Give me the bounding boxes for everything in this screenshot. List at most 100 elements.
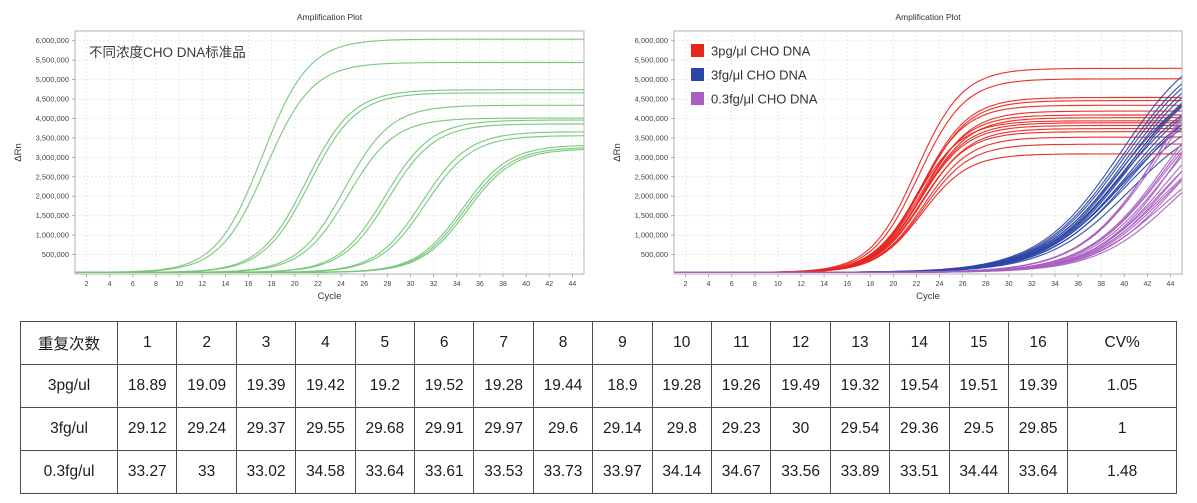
table-cell: 29.37 (235, 407, 297, 451)
x-tick-label: 40 (1120, 281, 1128, 288)
table-cell: 19.39 (1007, 364, 1069, 408)
table-cell: 29.23 (710, 407, 772, 451)
table-header-cell: 12 (770, 321, 831, 365)
x-tick-label: 42 (1143, 281, 1151, 288)
y-axis-label: ΔRn (612, 143, 623, 162)
ct-values-table: 重复次数 1 2 3 4 5 6 7 8 9 10 11 12 13 14 15 16 CV% 3pg/ul 18.8… (19, 321, 1177, 494)
amplification-curve (674, 188, 1183, 273)
x-tick-label: 28 (982, 281, 990, 288)
x-tick-label: 44 (1167, 281, 1175, 288)
y-tick-label: 500,000 (641, 250, 668, 259)
y-tick-label: 3,000,000 (36, 153, 69, 162)
y-tick-label: 1,000,000 (635, 231, 668, 240)
table-cell: 19.26 (710, 364, 772, 408)
table-header-row: 重复次数 1 2 3 4 5 6 7 8 9 10 11 12 13 14 15 16 CV% (19, 321, 1177, 365)
y-tick-label: 1,000,000 (36, 231, 69, 240)
x-tick-label: 10 (774, 281, 782, 288)
legend-label: 3fg/μl CHO DNA (711, 68, 807, 83)
x-tick-label: 38 (1097, 281, 1105, 288)
x-tick-label: 20 (889, 281, 897, 288)
table-row-label: 3fg/ul (19, 407, 119, 451)
table-cell: 19.32 (829, 364, 891, 408)
table-cell: 1 (1067, 407, 1177, 451)
x-tick-label: 22 (314, 281, 322, 288)
table-header-cell: 14 (889, 321, 950, 365)
chart-title: Amplification Plot (297, 12, 363, 22)
y-tick-label: 2,500,000 (36, 172, 69, 181)
table-cell: 19.44 (532, 364, 594, 408)
table-header-cell: 16 (1007, 321, 1069, 365)
table-header-cell: 4 (295, 321, 356, 365)
x-tick-label: 40 (522, 281, 530, 288)
y-tick-label: 4,000,000 (36, 114, 69, 123)
table-cell: 19.54 (889, 364, 950, 408)
amplification-plot-standards-chart: 2 4 6 8 10 12 14 16 18 20 22 24 26 28 30 32 34 36 38 40 42 44… (13, 12, 585, 302)
table-cell: 18.89 (117, 364, 178, 408)
y-tick-label: 3,000,000 (635, 153, 668, 162)
x-tick-label: 2 (85, 281, 89, 288)
x-tick-label: 16 (245, 281, 253, 288)
y-tick-label: 2,500,000 (635, 172, 668, 181)
legend-swatch (691, 92, 704, 105)
x-axis-label: Cycle (318, 291, 342, 302)
table-cell: 29.14 (592, 407, 653, 451)
x-tick-label: 44 (569, 281, 577, 288)
table-header-cell: 11 (710, 321, 772, 365)
legend-label: 0.3fg/μl CHO DNA (711, 92, 818, 107)
table-cell: 33.73 (532, 450, 594, 494)
table-cell: 34.67 (710, 450, 772, 494)
table-cell: 30 (770, 407, 831, 451)
table-cell: 33.56 (770, 450, 831, 494)
x-tick-label: 12 (198, 281, 206, 288)
y-tick-label: 4,000,000 (635, 114, 668, 123)
amplification-curve (75, 149, 585, 273)
table-cell: 33.64 (1007, 450, 1069, 494)
x-tick-label: 34 (1051, 281, 1059, 288)
table-cell: 19.28 (651, 364, 713, 408)
x-tick-label: 32 (430, 281, 438, 288)
amplification-curve (75, 38, 584, 273)
x-tick-label: 22 (913, 281, 921, 288)
table-cell: 29.6 (532, 407, 594, 451)
x-tick-label: 28 (383, 281, 391, 288)
table-cell: 19.39 (235, 364, 297, 408)
x-tick-label: 4 (108, 281, 112, 288)
x-tick-label: 8 (154, 281, 158, 288)
legend-label: 3pg/μl CHO DNA (711, 44, 811, 59)
table-cell: 18.9 (592, 364, 653, 408)
table-header-cell: 7 (473, 321, 534, 365)
table-cell: 29.85 (1007, 407, 1069, 451)
table-cell: 33.51 (889, 450, 950, 494)
table-cell: 29.36 (889, 407, 950, 451)
table-cell: 29.54 (829, 407, 891, 451)
legend-swatch (691, 68, 704, 81)
table-cell: 1.05 (1067, 364, 1177, 408)
x-tick-label: 32 (1028, 281, 1036, 288)
table-header-cell: 8 (532, 321, 594, 365)
x-tick-label: 26 (959, 281, 967, 288)
y-tick-label: 3,500,000 (635, 133, 668, 142)
x-tick-label: 24 (337, 281, 345, 288)
table-cell: 19.28 (473, 364, 534, 408)
y-tick-label: 2,000,000 (36, 192, 69, 201)
amplification-plot-replicates-panel: 2 4 6 8 10 12 14 16 18 20 22 24 26 28 30 32 34 36 38 40 42 44… (607, 6, 1191, 311)
table-header-cell: 6 (414, 321, 475, 365)
x-tick-label: 38 (499, 281, 507, 288)
plot-background (75, 31, 584, 274)
table-cell: 33.02 (235, 450, 297, 494)
x-tick-label: 30 (407, 281, 415, 288)
table-header-cell: 1 (117, 321, 178, 365)
x-tick-label: 6 (131, 281, 135, 288)
x-tick-label: 10 (175, 281, 183, 288)
chart-title: Amplification Plot (895, 12, 961, 22)
x-tick-label: 36 (476, 281, 484, 288)
table-cell: 33.53 (473, 450, 534, 494)
table-cell: 19.42 (295, 364, 356, 408)
y-tick-label: 1,500,000 (635, 211, 668, 220)
y-tick-label: 4,500,000 (635, 95, 668, 104)
table-cell: 33 (176, 450, 237, 494)
charts-row: 2 4 6 8 10 12 14 16 18 20 22 24 26 28 30 32 34 36 38 40 42 44… (8, 6, 1189, 311)
amplification-curve (75, 61, 584, 273)
table-header-cell: 重复次数 (19, 321, 119, 365)
